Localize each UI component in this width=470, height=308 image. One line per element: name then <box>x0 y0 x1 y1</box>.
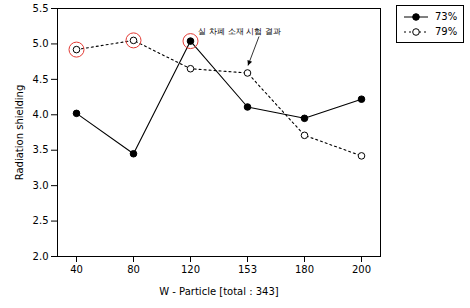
svg-text:실 차폐 소재 시험 결과: 실 차폐 소재 시험 결과 <box>198 27 280 36</box>
svg-text:200: 200 <box>352 264 371 275</box>
svg-text:3.0: 3.0 <box>33 180 49 191</box>
svg-text:120: 120 <box>181 264 200 275</box>
html-text:79%: 79% <box>435 26 458 37</box>
svg-text:5.0: 5.0 <box>33 38 49 49</box>
svg-text:4.5: 4.5 <box>33 74 49 85</box>
svg-text:Radiation shielding: Radiation shielding <box>14 85 25 181</box>
svg-text:153: 153 <box>238 264 257 275</box>
svg-text:5.5: 5.5 <box>33 3 49 14</box>
svg-text:2.5: 2.5 <box>33 215 49 226</box>
svg-text:180: 180 <box>295 264 314 275</box>
html-text:73%: 73% <box>435 11 458 22</box>
svg-text:4.0: 4.0 <box>33 109 49 120</box>
svg-text:2.0: 2.0 <box>33 251 49 262</box>
svg-text:W - Particle [total : 343]: W - Particle [total : 343] <box>159 286 279 297</box>
svg-text:80: 80 <box>127 264 140 275</box>
svg-text:40: 40 <box>70 264 83 275</box>
svg-text:3.5: 3.5 <box>33 144 49 155</box>
